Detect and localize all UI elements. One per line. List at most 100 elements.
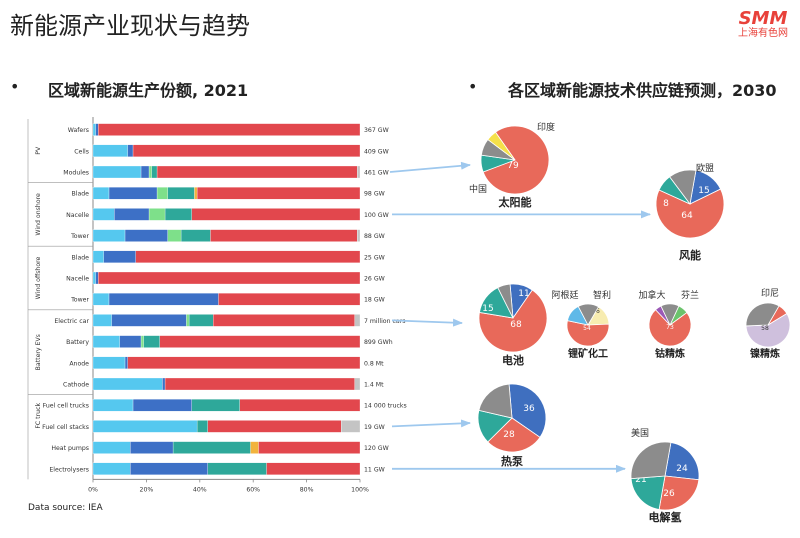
bar-segment	[92, 356, 126, 369]
category-label: Electric car	[54, 318, 89, 325]
bar-segment	[92, 462, 131, 475]
bar-segment	[92, 441, 131, 454]
bar-segment	[180, 229, 211, 242]
right-bullet: •	[468, 77, 478, 96]
group-label: Battery EVs	[35, 334, 42, 370]
category-label: Cells	[74, 148, 89, 155]
pie-chart: 1654锂矿化工阿根廷智利	[551, 289, 611, 360]
bar-segment	[162, 377, 166, 391]
bar-segment	[140, 165, 150, 179]
category-label: Heat pumps	[51, 445, 89, 452]
pie-chart: 36 28 热泵	[477, 383, 547, 468]
region-callout: 美国	[631, 427, 649, 439]
x-tick-label: 20%	[140, 486, 154, 493]
logo-subtitle: 上海有色网	[738, 28, 788, 39]
total-label: 100 GW	[364, 212, 389, 219]
slice-value-label: 36	[523, 404, 535, 414]
total-label: 1.4 Mt	[364, 382, 384, 389]
bar-segment	[124, 229, 168, 242]
connector-arrow	[391, 419, 471, 428]
category-label: Tower	[70, 233, 89, 240]
pie-slice	[577, 303, 600, 326]
pie-slice	[745, 313, 791, 348]
bar-segment	[210, 229, 358, 242]
bar-segment	[191, 208, 361, 221]
bar-segment	[212, 314, 355, 327]
bar-segment	[92, 377, 163, 391]
bar-chart: Wafers 367 GW Cells 409 GW Modules 461 GW Blad…	[27, 117, 407, 493]
x-tick-label: 0%	[88, 486, 98, 493]
left-bullet: •	[10, 77, 20, 96]
pie-chart: 24 26 21 电解氢 美国	[630, 427, 700, 524]
pie-slice	[630, 475, 666, 510]
bar-segment	[108, 187, 158, 200]
region-callout: 印尼	[761, 287, 779, 299]
bar-segment	[196, 420, 208, 433]
region-callout: 中国	[469, 183, 487, 195]
category-label: Nacelle	[66, 212, 89, 219]
bar-segment	[164, 377, 355, 391]
bar-segment	[156, 187, 168, 200]
bar-segment	[167, 187, 195, 200]
x-tick-label: 40%	[193, 486, 207, 493]
bar-segment	[114, 208, 150, 221]
slice-value-label: 26	[663, 489, 675, 499]
pie-slice	[655, 188, 725, 239]
logo-mark: SMM	[738, 8, 788, 29]
pie-chart: 15 64 8 风能 欧盟	[655, 162, 725, 262]
bar-segment	[111, 314, 187, 327]
right-section-title: 各区域新能源技术供应链预测，2030	[508, 81, 777, 100]
total-label: 88 GW	[364, 233, 385, 240]
bar-segment	[92, 399, 134, 412]
group-label: Wind offshore	[35, 256, 42, 299]
bar-segment	[92, 314, 112, 327]
left-section-title: 区域新能源生产份额, 2021	[48, 81, 249, 100]
bar-segment	[95, 271, 99, 285]
bar-segment	[92, 144, 128, 157]
bar-segment	[194, 187, 198, 200]
bar-segment	[266, 462, 361, 475]
total-label: 0.8 Mt	[364, 360, 384, 367]
region-callout: 芬兰	[681, 289, 699, 301]
category-label: Blade	[72, 191, 90, 198]
slice-value-label: 58	[761, 325, 769, 332]
total-label: 367 GW	[364, 127, 389, 134]
pie-slice	[660, 303, 680, 326]
total-label: 409 GW	[364, 148, 389, 155]
total-label: 14 000 trucks	[364, 403, 407, 410]
category-label: Fuel cell stacks	[42, 424, 89, 431]
bar-segment	[92, 271, 96, 285]
bar-segment	[341, 420, 361, 433]
bar-segment	[148, 165, 152, 179]
bar-segment	[124, 356, 128, 369]
bar-segment	[92, 335, 120, 348]
bar-segment	[357, 229, 361, 242]
bar-segment	[92, 420, 198, 433]
category-label: Anode	[69, 360, 89, 367]
bar-segment	[186, 314, 190, 327]
bar-segment	[108, 293, 219, 306]
x-tick-label: 100%	[351, 486, 369, 493]
region-callout: 智利	[593, 289, 611, 301]
bar-segment	[172, 441, 251, 454]
bar-segment	[127, 356, 361, 369]
x-tick-label: 60%	[246, 486, 260, 493]
category-label: Cathode	[63, 382, 89, 389]
bar-segment	[167, 229, 182, 242]
slice-value-label: 21	[635, 475, 646, 485]
pie-chart: 11 68 15 电池	[478, 283, 548, 367]
slice-value-label: 11	[518, 289, 529, 299]
region-callout: 欧盟	[696, 162, 714, 174]
bar-segment	[132, 144, 361, 157]
bar-segment	[95, 123, 99, 136]
pie-title: 电池	[502, 353, 524, 367]
bar-segment	[207, 420, 342, 433]
pie-title: 镍精炼	[750, 347, 780, 360]
pie-slice	[745, 302, 780, 327]
bar-segment	[92, 187, 110, 200]
slice-value-label: 8	[663, 199, 669, 209]
pie-slice	[478, 383, 513, 419]
bar-segment	[135, 250, 361, 263]
total-label: 7 million cars	[364, 318, 405, 325]
